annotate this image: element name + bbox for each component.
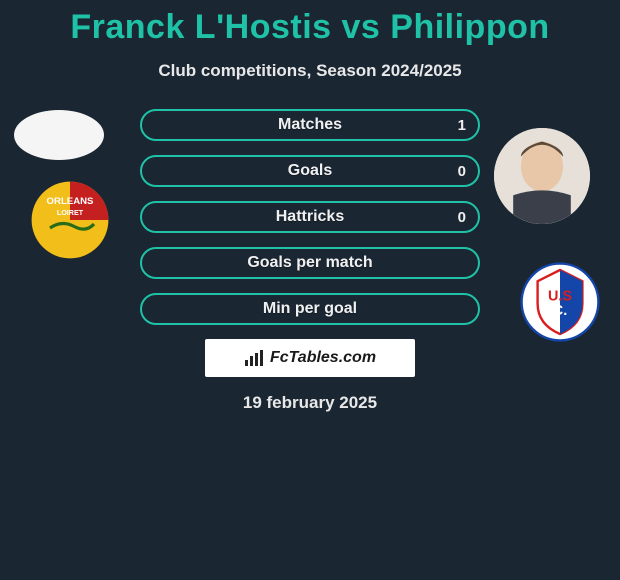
stat-right-value: 0 (458, 209, 466, 226)
stat-label: Goals (288, 162, 332, 180)
stat-row: Goals per match (140, 247, 480, 279)
stat-row: Min per goal (140, 293, 480, 325)
date-text: 19 february 2025 (0, 393, 620, 413)
svg-text:LOIRET: LOIRET (57, 208, 84, 217)
stat-right-value: 0 (458, 163, 466, 180)
stat-row: Goals 0 (140, 155, 480, 187)
stat-row: Hattricks 0 (140, 201, 480, 233)
stat-label: Hattricks (276, 208, 344, 226)
player-left-avatar (14, 110, 104, 160)
svg-text:U.S: U.S (548, 288, 572, 304)
svg-text:ORLEANS: ORLEANS (47, 196, 95, 207)
player-right-avatar (494, 128, 590, 224)
page-title: Franck L'Hostis vs Philippon (0, 0, 620, 47)
svg-text:C.: C. (553, 303, 567, 319)
watermark-badge: FcTables.com (205, 339, 415, 377)
club-left-badge: ORLEANS LOIRET (30, 180, 110, 260)
subtitle: Club competitions, Season 2024/2025 (0, 61, 620, 81)
stats-panel: Matches 1 Goals 0 Hattricks 0 Goals per … (140, 109, 480, 325)
stat-label: Goals per match (247, 254, 372, 272)
club-right-badge: U.S C. (520, 262, 600, 342)
stat-right-value: 1 (458, 117, 466, 134)
watermark-text: FcTables.com (270, 349, 376, 367)
stat-label: Matches (278, 116, 342, 134)
chart-icon (244, 350, 264, 366)
stat-row: Matches 1 (140, 109, 480, 141)
stat-label: Min per goal (263, 300, 357, 318)
